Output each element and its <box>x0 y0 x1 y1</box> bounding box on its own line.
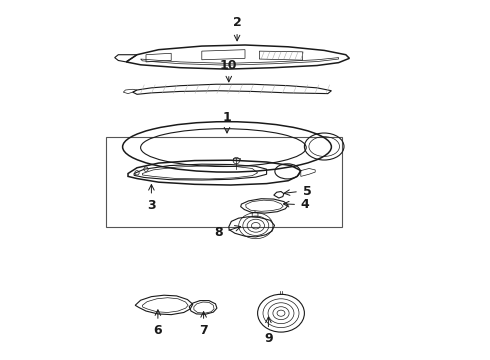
Text: 1: 1 <box>222 111 231 124</box>
Text: 3: 3 <box>147 199 156 212</box>
Text: 10: 10 <box>220 59 238 72</box>
Text: 5: 5 <box>303 185 311 198</box>
Text: 2: 2 <box>233 16 242 29</box>
Bar <box>106 137 342 227</box>
Text: 6: 6 <box>153 324 162 337</box>
Text: 7: 7 <box>199 324 208 337</box>
Text: 9: 9 <box>264 332 273 345</box>
Text: 8: 8 <box>214 226 222 239</box>
Text: 4: 4 <box>301 198 310 211</box>
